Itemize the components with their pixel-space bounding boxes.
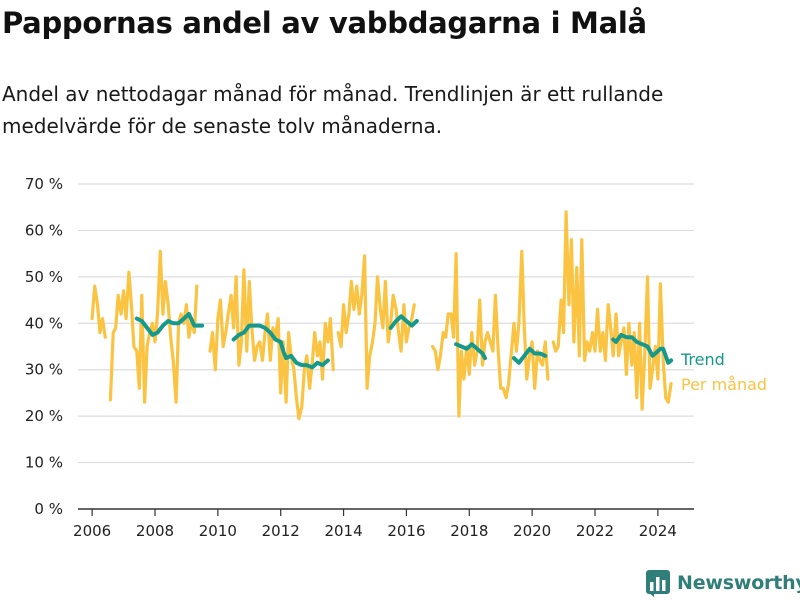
trend-series-line <box>134 312 205 337</box>
per-month-series-line <box>90 284 107 339</box>
y-tick-label: 0 % <box>34 500 63 518</box>
x-tick-label: 2016 <box>387 522 425 540</box>
y-tick-label: 50 % <box>25 268 63 286</box>
x-tick-label: 2018 <box>450 522 488 540</box>
x-tick-label: 2024 <box>639 522 677 540</box>
chart-title: Pappornas andel av vabbdagarna i Malå <box>2 6 647 40</box>
x-tick-label: 2022 <box>576 522 614 540</box>
newsworthy-logo[interactable]: Newsworthy <box>645 569 800 597</box>
x-tick-label: 2012 <box>262 522 300 540</box>
per-month-series-line <box>551 210 673 411</box>
trend-series-line <box>454 342 487 361</box>
x-tick-label: 2006 <box>73 522 111 540</box>
x-tick-label: 2010 <box>199 522 237 540</box>
per-month-series-line <box>336 254 416 390</box>
legend-trend-label: Trend <box>680 350 725 369</box>
trend-series-line <box>511 346 548 365</box>
trend-series-line <box>388 314 419 330</box>
x-tick-label: 2020 <box>513 522 551 540</box>
legend-per-month-label: Per månad <box>681 375 767 394</box>
y-tick-label: 70 % <box>25 175 63 193</box>
y-tick-label: 40 % <box>25 314 63 332</box>
trend-series-line <box>611 332 674 365</box>
legend: Trend Per månad <box>680 350 767 394</box>
per-month-series-line <box>208 268 335 421</box>
series-lines <box>90 210 674 421</box>
brand-name: Newsworthy <box>677 572 800 594</box>
x-tick-label: 2008 <box>136 522 174 540</box>
y-tick-label: 20 % <box>25 407 63 425</box>
y-tick-label: 30 % <box>25 361 63 379</box>
trend-series-line <box>231 323 330 370</box>
x-tick-label: 2014 <box>324 522 362 540</box>
axes: 0 % 10 % 20 % 30 % 40 % 50 % 60 % 70 % 2006 2008 2… <box>25 175 694 540</box>
per-month-series-line <box>430 249 550 418</box>
y-tick-label: 60 % <box>25 221 63 239</box>
line-chart: 0 % 10 % 20 % 30 % 40 % 50 % 60 % 70 % 2006 2008 2… <box>25 175 767 540</box>
bar-chart-icon <box>646 570 670 597</box>
chart-subtitle: Andel av nettodagar månad för månad. Tre… <box>2 82 664 138</box>
y-tick-label: 10 % <box>25 454 63 472</box>
per-month-series-line <box>108 249 199 404</box>
